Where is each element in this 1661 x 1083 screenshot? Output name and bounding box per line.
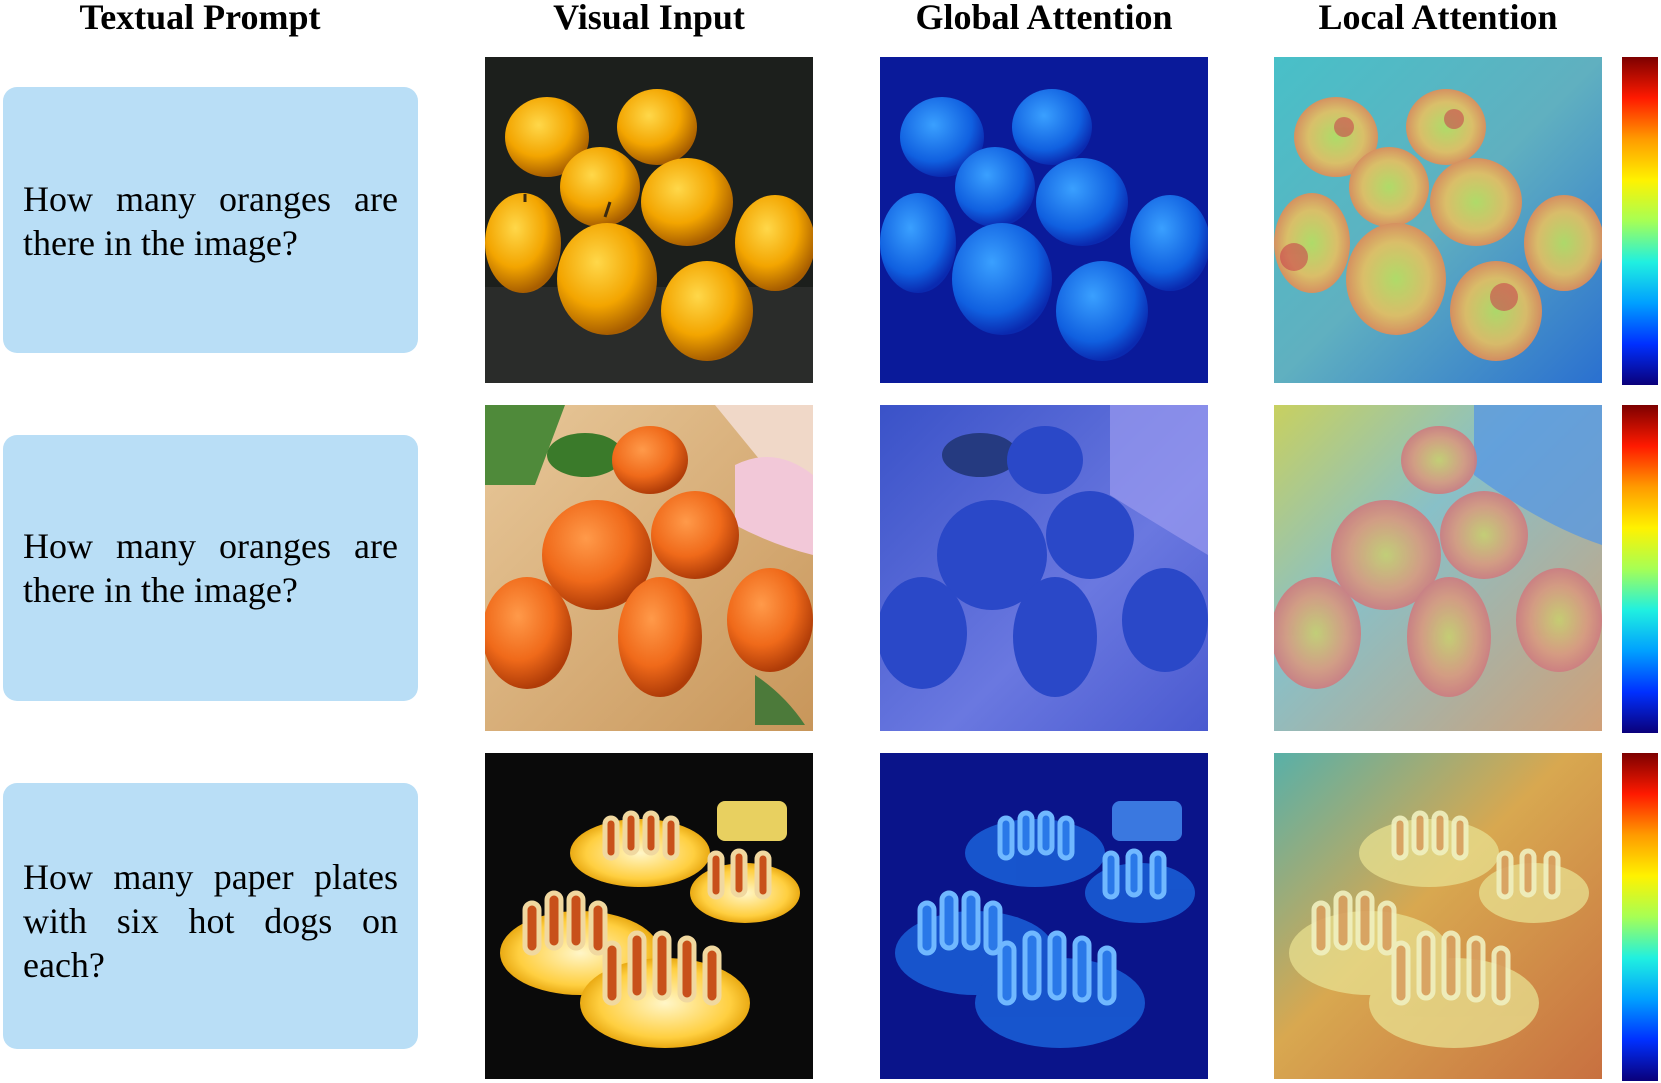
prompt-box-row-3: How many paper plates with six hot dogs … (3, 783, 418, 1049)
colorbar-row-1 (1622, 57, 1658, 385)
prompt-text: How many oranges are there in the image? (23, 179, 398, 263)
global-attention-map-row-1 (880, 57, 1208, 383)
prompt-text: How many oranges are there in the image? (23, 526, 398, 610)
column-header-local-attention: Local Attention (1318, 0, 1558, 37)
prompt-box-row-1: How many oranges are there in the image? (3, 87, 418, 353)
column-header-textual-prompt: Textual Prompt (79, 0, 321, 37)
column-header-visual-input: Visual Input (553, 0, 745, 37)
global-attention-map-row-3 (880, 753, 1208, 1079)
visual-input-image-row-3 (485, 753, 813, 1079)
local-attention-map-row-1 (1274, 57, 1602, 383)
column-header-global-attention: Global Attention (915, 0, 1173, 37)
colorbar-row-2 (1622, 405, 1658, 733)
local-attention-map-row-2 (1274, 405, 1602, 731)
global-attention-map-row-2 (880, 405, 1208, 731)
colorbar-row-3 (1622, 753, 1658, 1081)
local-attention-map-row-3 (1274, 753, 1602, 1079)
prompt-text: How many paper plates with six hot dogs … (23, 857, 398, 985)
visual-input-image-row-1 (485, 57, 813, 383)
prompt-box-row-2: How many oranges are there in the image? (3, 435, 418, 701)
visual-input-image-row-2 (485, 405, 813, 731)
